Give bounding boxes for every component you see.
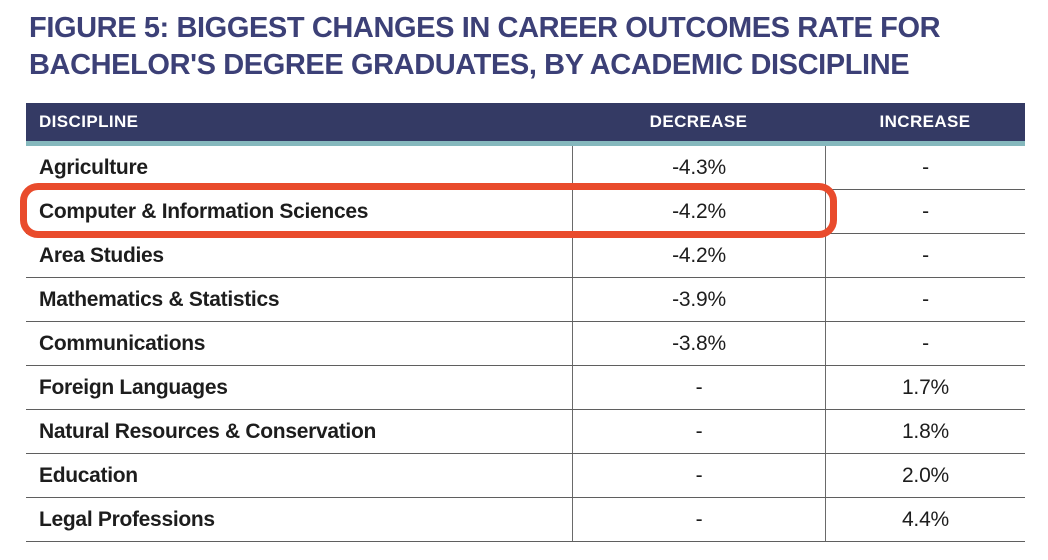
increase-cell: 1.8%	[825, 410, 1025, 453]
increase-cell: -	[825, 322, 1025, 365]
table-header-row: DISCIPLINE DECREASE INCREASE	[26, 103, 1025, 141]
discipline-cell: Foreign Languages	[39, 375, 228, 399]
discipline-cell: Computer & Information Sciences	[39, 199, 369, 223]
decrease-cell: -4.2%	[572, 234, 825, 277]
increase-cell: 4.4%	[825, 498, 1025, 541]
table-row: Area Studies -4.2% -	[26, 234, 1025, 278]
decrease-cell: -	[572, 410, 825, 453]
decrease-cell: -3.8%	[572, 322, 825, 365]
table-row: Foreign Languages - 1.7%	[26, 366, 1025, 410]
figure-title-line2: BACHELOR'S DEGREE GRADUATES, BY ACADEMIC…	[29, 49, 910, 81]
table-body: Agriculture -4.3% - Computer & Informati…	[26, 146, 1025, 542]
increase-cell: 2.0%	[825, 454, 1025, 497]
figure-title-line1: FIGURE 5: BIGGEST CHANGES IN CAREER OUTC…	[29, 12, 941, 44]
column-header-increase: INCREASE	[879, 112, 971, 131]
decrease-cell: -	[572, 366, 825, 409]
increase-cell: -	[825, 278, 1025, 321]
table-row: Legal Professions - 4.4%	[26, 498, 1025, 542]
increase-cell: -	[825, 190, 1025, 233]
outcomes-table: DISCIPLINE DECREASE INCREASE Agriculture…	[26, 103, 1025, 542]
decrease-cell: -4.2%	[572, 190, 825, 233]
increase-cell: -	[825, 146, 1025, 189]
table-row: Agriculture -4.3% -	[26, 146, 1025, 190]
discipline-cell: Education	[39, 463, 138, 487]
table-row: Computer & Information Sciences -4.2% -	[26, 190, 1025, 234]
discipline-cell: Mathematics & Statistics	[39, 287, 280, 311]
decrease-cell: -	[572, 498, 825, 541]
table-row: Natural Resources & Conservation - 1.8%	[26, 410, 1025, 454]
increase-cell: 1.7%	[825, 366, 1025, 409]
discipline-cell: Communications	[39, 331, 206, 355]
table-row: Communications -3.8% -	[26, 322, 1025, 366]
discipline-cell: Natural Resources & Conservation	[39, 419, 377, 443]
table-row: Education - 2.0%	[26, 454, 1025, 498]
decrease-cell: -4.3%	[572, 146, 825, 189]
decrease-cell: -	[572, 454, 825, 497]
discipline-cell: Agriculture	[39, 155, 148, 179]
discipline-cell: Area Studies	[39, 243, 164, 267]
increase-cell: -	[825, 234, 1025, 277]
column-header-decrease: DECREASE	[649, 112, 748, 131]
table-row: Mathematics & Statistics -3.9% -	[26, 278, 1025, 322]
column-header-discipline: DISCIPLINE	[39, 112, 139, 131]
discipline-cell: Legal Professions	[39, 507, 215, 531]
figure-title: FIGURE 5: BIGGEST CHANGES IN CAREER OUTC…	[29, 10, 1029, 84]
decrease-cell: -3.9%	[572, 278, 825, 321]
header-accent-bar	[26, 141, 1025, 146]
